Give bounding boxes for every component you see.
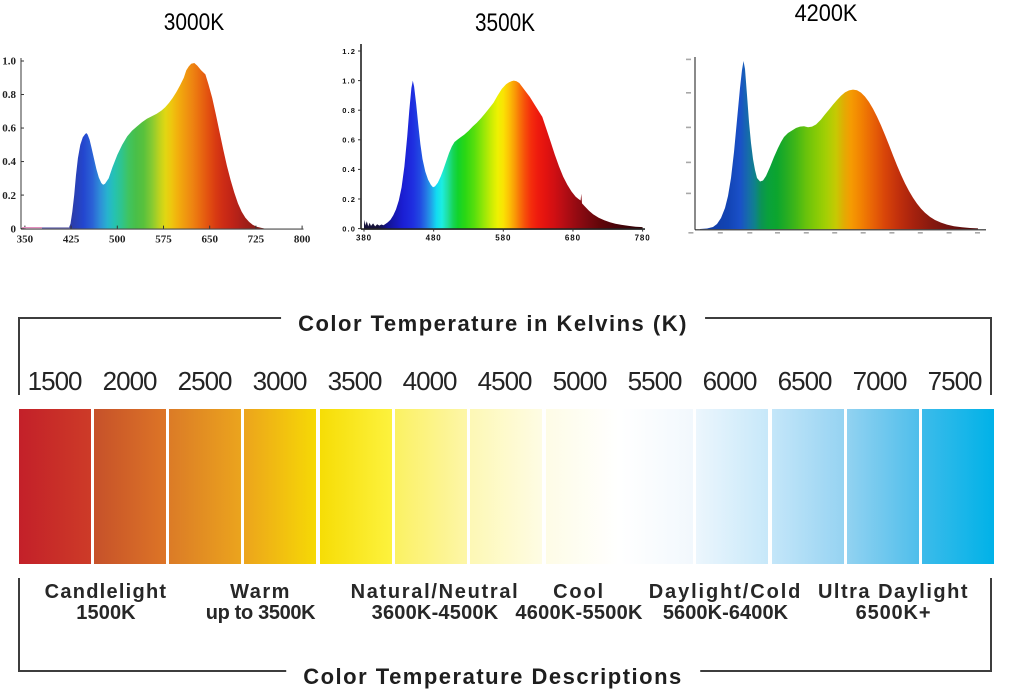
svg-text:800: 800 (294, 234, 311, 246)
svg-text:0.4: 0.4 (2, 156, 16, 168)
svg-text:575: 575 (155, 234, 172, 246)
svg-text:350: 350 (17, 234, 34, 246)
svg-text:425: 425 (63, 234, 80, 246)
svg-text:0.4: 0.4 (342, 165, 356, 174)
svg-text:650: 650 (201, 234, 218, 246)
svg-text:500: 500 (109, 234, 126, 246)
svg-text:580: 580 (495, 234, 511, 243)
svg-text:0.8: 0.8 (2, 89, 16, 101)
svg-text:1.0: 1.0 (2, 56, 16, 68)
svg-text:0: 0 (11, 223, 17, 235)
svg-text:0.6: 0.6 (2, 123, 16, 135)
svg-text:780: 780 (635, 234, 651, 243)
svg-text:680: 680 (565, 234, 581, 243)
svg-text:725: 725 (248, 234, 265, 246)
svg-text:0.2: 0.2 (2, 190, 16, 202)
svg-text:1.0: 1.0 (342, 76, 356, 85)
svg-text:0.8: 0.8 (342, 106, 356, 115)
svg-text:0.0: 0.0 (342, 224, 356, 233)
svg-text:480: 480 (426, 234, 442, 243)
svg-text:1.2: 1.2 (342, 47, 356, 56)
svg-text:380: 380 (356, 234, 372, 243)
svg-text:0.2: 0.2 (342, 195, 356, 204)
svg-text:0.6: 0.6 (342, 136, 356, 145)
